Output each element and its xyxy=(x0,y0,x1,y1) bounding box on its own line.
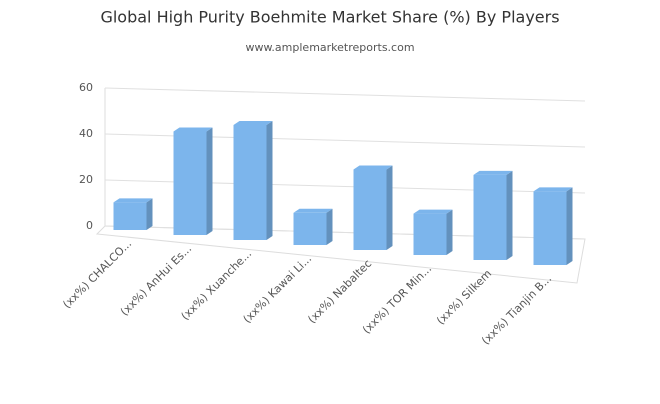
bar-side xyxy=(146,198,153,230)
bar-top xyxy=(353,165,393,170)
bar xyxy=(473,174,507,260)
bar-side xyxy=(386,165,393,250)
bar xyxy=(413,213,447,255)
x-tick-label: (xx%) Nabaltec xyxy=(305,257,374,326)
x-tick-label: (xx%) Silkem xyxy=(434,267,494,327)
bar-top xyxy=(533,187,573,192)
x-tick-label: (xx%) AnHui Es... xyxy=(118,242,194,318)
chart-title: Global High Purity Boehmite Market Share… xyxy=(100,8,559,27)
bar xyxy=(353,169,387,250)
bar xyxy=(293,212,327,245)
bar-top xyxy=(413,209,453,214)
y-tick-label: 40 xyxy=(79,127,93,140)
bar-top xyxy=(233,121,273,125)
y-tick-label: 20 xyxy=(79,173,93,186)
x-tick-label: (xx%) Tianjin B... xyxy=(479,272,554,347)
y-tick-label: 0 xyxy=(86,219,93,232)
bar-side xyxy=(326,208,333,245)
bar-side xyxy=(566,187,573,265)
bar-side xyxy=(506,170,513,260)
grid-line xyxy=(104,87,586,102)
chart-subtitle: www.amplemarketreports.com xyxy=(245,41,414,54)
bar-side xyxy=(266,121,273,240)
bar xyxy=(533,191,567,265)
x-tick-label: (xx%) Xuanche... xyxy=(179,247,255,323)
x-tick-label: (xx%) CHALCO... xyxy=(60,237,134,311)
bar xyxy=(113,202,147,230)
bar-top xyxy=(113,198,153,203)
bar-top xyxy=(173,127,213,132)
x-tick-label: (xx%) Kawai Li... xyxy=(241,252,315,326)
bar-top xyxy=(473,170,513,175)
x-tick-label: (xx%) TOR Min... xyxy=(360,262,434,336)
bar-top xyxy=(293,208,333,213)
bar xyxy=(173,131,207,235)
y-tick-label: 60 xyxy=(79,81,93,94)
bar-side xyxy=(446,209,453,255)
bar-side xyxy=(206,127,213,235)
bar xyxy=(233,125,267,240)
